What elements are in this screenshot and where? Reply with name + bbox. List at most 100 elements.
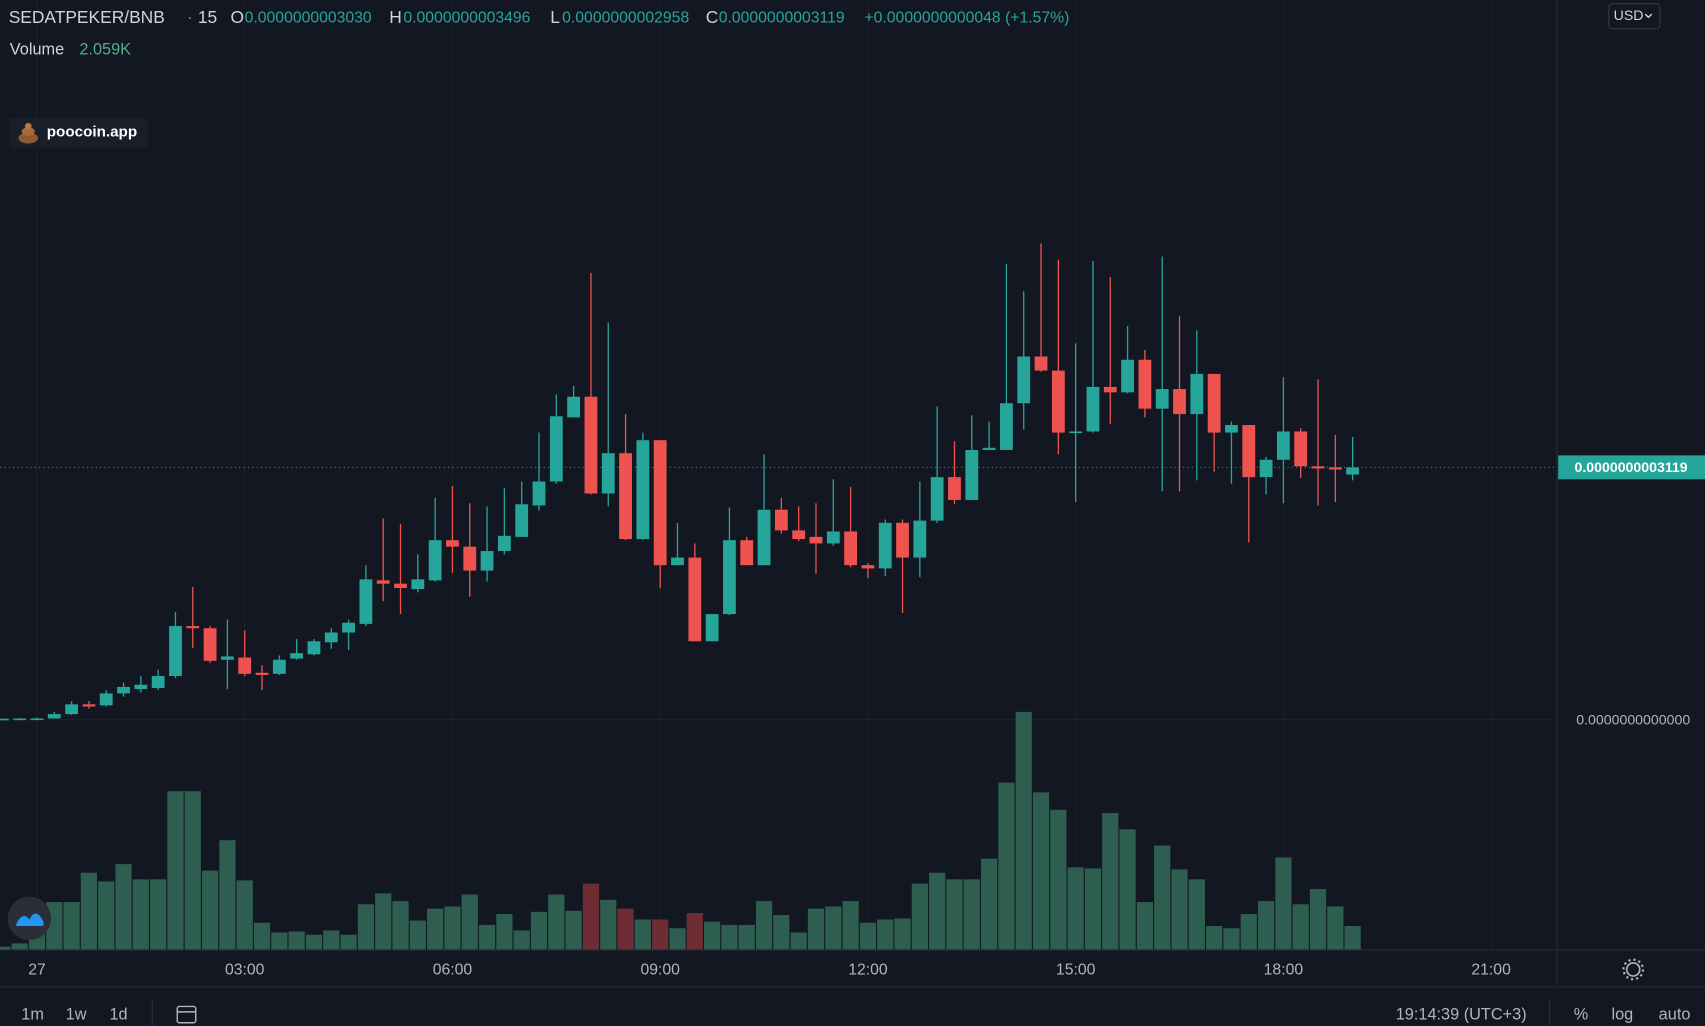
candle-body xyxy=(930,477,944,521)
volume-bar xyxy=(409,920,426,950)
volume-bar xyxy=(1050,809,1067,950)
watermark-badge[interactable]: poocoin.app xyxy=(8,117,148,148)
candle-body xyxy=(359,579,373,624)
last-price-label: 0.0000000003119 xyxy=(1574,459,1687,475)
x-tick-label: 15:00 xyxy=(1056,962,1096,979)
scale-button[interactable]: log xyxy=(1611,1005,1633,1023)
ohlc-value: 0.0000000003496 xyxy=(403,10,530,27)
calendar-icon xyxy=(176,1005,197,1024)
volume-bar xyxy=(998,782,1015,950)
candle-body xyxy=(0,718,9,721)
candle-body xyxy=(1294,431,1308,467)
candle-body xyxy=(653,440,667,566)
x-tick-label: 27 xyxy=(28,962,46,979)
button-border xyxy=(1608,3,1661,30)
candle-body xyxy=(428,540,442,581)
gear-teeth xyxy=(1622,958,1645,981)
currency-button[interactable]: USD xyxy=(1608,3,1661,30)
candle-body xyxy=(376,580,390,584)
volume-value: 2.059K xyxy=(79,40,131,58)
candle-body xyxy=(688,557,702,642)
candle-body xyxy=(1207,373,1221,433)
ohlc-key: O xyxy=(231,7,245,27)
volume-bar xyxy=(80,872,98,950)
volume-bar xyxy=(271,932,288,950)
candle-body xyxy=(1138,359,1152,409)
volume-bar xyxy=(652,919,669,950)
volume-bar xyxy=(1119,829,1136,950)
candle-body xyxy=(532,481,546,506)
clock: 19:14:39 (UTC+3) xyxy=(1396,1005,1527,1023)
scale-button[interactable]: % xyxy=(1574,1005,1589,1023)
candle-body xyxy=(1103,386,1117,393)
candle-body xyxy=(1276,431,1290,460)
volume-bar xyxy=(980,858,998,950)
volume-bar xyxy=(167,791,184,950)
candle-body xyxy=(117,686,130,694)
volume-bar xyxy=(1223,928,1240,950)
volume-bar xyxy=(323,930,340,950)
interval-button[interactable]: 1d xyxy=(109,1005,127,1023)
candle-body xyxy=(584,396,598,494)
volume-bar xyxy=(375,893,392,950)
candle-body xyxy=(896,522,909,558)
interval-button[interactable]: 1w xyxy=(66,1005,87,1023)
candle-body xyxy=(307,641,321,655)
candle-body xyxy=(220,656,234,660)
x-tick-label: 18:00 xyxy=(1264,962,1304,979)
candle-body xyxy=(1069,431,1083,434)
y-tick-label: 0.0000000000000 xyxy=(1576,711,1690,727)
goto-date-button[interactable] xyxy=(176,1005,197,1024)
x-tick-label: 03:00 xyxy=(225,962,265,979)
x-tick-label: 09:00 xyxy=(640,962,680,979)
volume-bar xyxy=(1292,904,1309,950)
badge-icon xyxy=(18,132,39,144)
volume-bar xyxy=(444,906,461,950)
symbol: SEDATPEKER/BNB xyxy=(9,7,165,27)
candle-body xyxy=(1017,356,1031,404)
volume-bar xyxy=(1136,902,1154,950)
volume-bar xyxy=(946,879,963,950)
candle-body xyxy=(1121,359,1134,393)
scale-button[interactable]: auto xyxy=(1659,1005,1691,1023)
volume-bar xyxy=(115,864,132,950)
volume-bar xyxy=(253,922,271,950)
volume-bar xyxy=(738,924,755,950)
volume-bar xyxy=(478,924,496,950)
volume-bar xyxy=(877,919,894,950)
volume-bar xyxy=(1188,879,1205,950)
volume-bar xyxy=(842,901,859,950)
candle-body xyxy=(30,718,44,721)
volume-bar xyxy=(1275,857,1292,950)
currency: USD xyxy=(1614,7,1644,23)
volume-label: Volume xyxy=(10,40,64,58)
volume-bar xyxy=(1154,845,1171,950)
candle-body xyxy=(13,718,27,721)
candle-body xyxy=(1346,467,1360,475)
settings-icon[interactable] xyxy=(1622,958,1645,981)
candle-body xyxy=(342,622,355,633)
candle-body xyxy=(1173,389,1186,415)
candle-body xyxy=(238,657,252,674)
volume-bar xyxy=(807,908,825,950)
interval-button[interactable]: 1m xyxy=(21,1005,44,1023)
volume-bar xyxy=(721,924,738,950)
volume-bar xyxy=(582,883,600,950)
volume-bar xyxy=(1171,869,1188,950)
candle-body xyxy=(1328,467,1342,470)
candle-body xyxy=(82,704,96,707)
candle-body xyxy=(480,551,494,571)
badge-icon xyxy=(25,122,32,130)
candle-body xyxy=(1034,356,1048,371)
candle-body xyxy=(792,530,806,540)
candle-body xyxy=(549,416,563,482)
volume-bar xyxy=(63,902,80,950)
separator: · xyxy=(187,7,193,27)
volume-bar xyxy=(911,883,928,950)
candle-body xyxy=(394,583,407,588)
candle-body xyxy=(965,449,979,500)
candle-body xyxy=(774,509,788,531)
